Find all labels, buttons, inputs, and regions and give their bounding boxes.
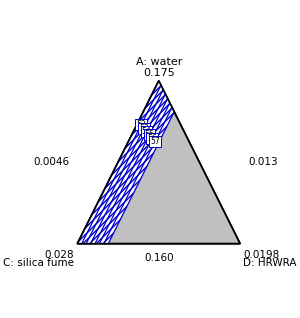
Text: 0.160: 0.160	[144, 253, 174, 263]
Text: A: water: A: water	[136, 57, 182, 67]
Text: 0.0046: 0.0046	[33, 157, 69, 167]
Text: 54: 54	[142, 127, 152, 136]
Polygon shape	[77, 81, 240, 244]
Text: 0.028: 0.028	[44, 250, 74, 260]
Text: 52: 52	[136, 120, 146, 129]
Text: 57: 57	[150, 137, 160, 146]
Text: D: HRWRA: D: HRWRA	[243, 258, 297, 268]
Text: 53: 53	[139, 124, 149, 133]
Text: 0.013: 0.013	[248, 157, 278, 167]
Text: C: silica fume: C: silica fume	[3, 258, 74, 268]
Text: 0.0198: 0.0198	[243, 250, 280, 260]
Text: 56: 56	[147, 134, 157, 142]
Text: 0.175: 0.175	[143, 68, 175, 78]
Text: 55: 55	[145, 130, 154, 139]
Polygon shape	[77, 81, 174, 244]
